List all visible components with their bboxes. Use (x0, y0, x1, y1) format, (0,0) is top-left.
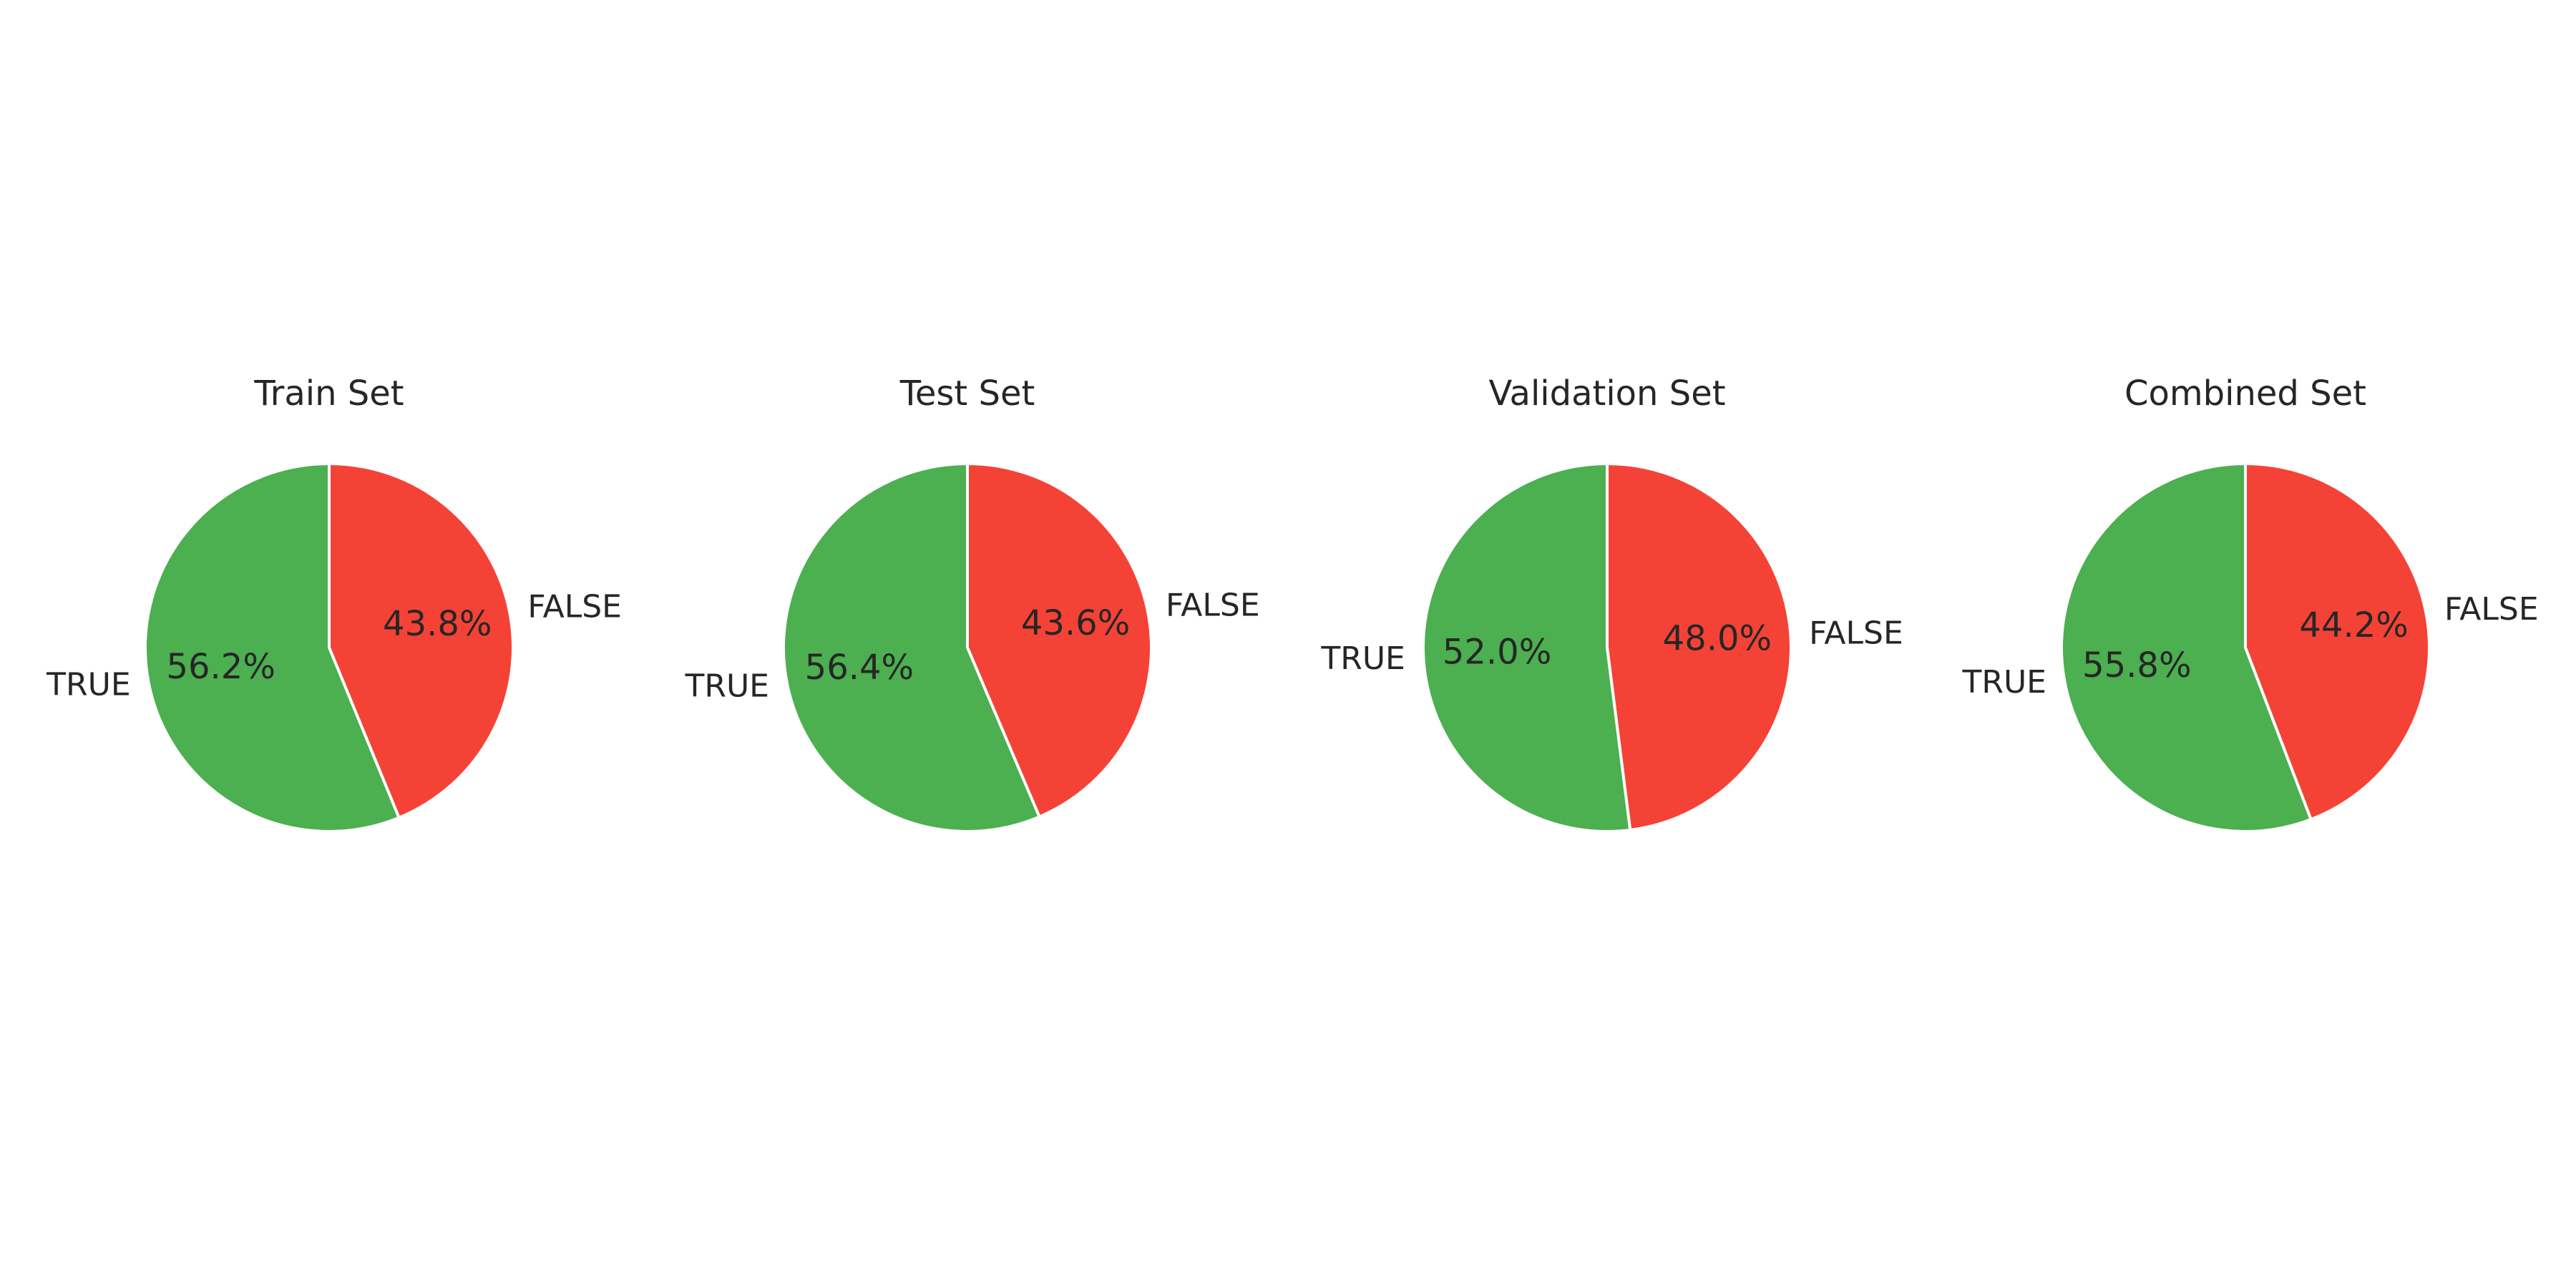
pie-chart-1: Train Set 43.8% FALSE 56.2% TRUE (46, 374, 622, 833)
pie-chart-3: Validation Set 48.0% FALSE 52.0% TRUE (1320, 374, 1903, 833)
slice-label-false: FALSE (1809, 615, 1903, 651)
pie-labels: 44.2% FALSE 55.8% TRUE (1962, 591, 2539, 701)
pie-chart-2: Test Set 43.6% FALSE 56.4% TRUE (685, 374, 1260, 833)
pct-label-true: 56.2% (166, 647, 275, 687)
pie-wedge-false (966, 462, 1153, 819)
pct-label-true: 56.4% (805, 648, 914, 688)
pie-title: Validation Set (1488, 374, 1725, 414)
slice-label-true: TRUE (1962, 664, 2046, 701)
pie-wedge-false (328, 462, 514, 819)
pie-wedge-false (1606, 462, 1792, 831)
slice-label-true: TRUE (46, 667, 130, 703)
pie-wedge-true (144, 462, 401, 833)
pie-wedges (1422, 462, 1792, 833)
pie-labels: 48.0% FALSE 52.0% TRUE (1320, 615, 1903, 677)
pie-wedge-false (2244, 462, 2431, 821)
pct-label-true: 55.8% (2082, 645, 2191, 686)
pct-label-false: 48.0% (1663, 618, 1772, 658)
pie-wedges (2060, 462, 2431, 833)
pie-chart-4: Combined Set 44.2% FALSE 55.8% TRUE (1962, 374, 2539, 833)
pie-wedge-true (782, 462, 1041, 833)
pie-labels: 43.8% FALSE 56.2% TRUE (46, 588, 622, 703)
pct-label-false: 44.2% (2299, 605, 2408, 645)
pie-wedges (782, 462, 1153, 833)
pct-label-true: 52.0% (1443, 633, 1551, 673)
slice-label-false: FALSE (2444, 591, 2539, 628)
slice-label-true: TRUE (1320, 640, 1405, 677)
pie-wedges (144, 462, 514, 833)
pie-wedge-true (2060, 462, 2313, 833)
slice-label-true: TRUE (685, 668, 769, 704)
slice-label-false: FALSE (527, 588, 622, 625)
pie-title: Combined Set (2124, 374, 2366, 414)
pie-title: Train Set (253, 374, 404, 414)
pct-label-false: 43.6% (1021, 603, 1130, 643)
pie-wedge-true (1422, 462, 1632, 833)
pie-labels: 43.6% FALSE 56.4% TRUE (685, 587, 1260, 705)
pie-title: Test Set (899, 374, 1035, 414)
pct-label-false: 43.8% (383, 604, 492, 644)
slice-label-false: FALSE (1166, 587, 1260, 624)
